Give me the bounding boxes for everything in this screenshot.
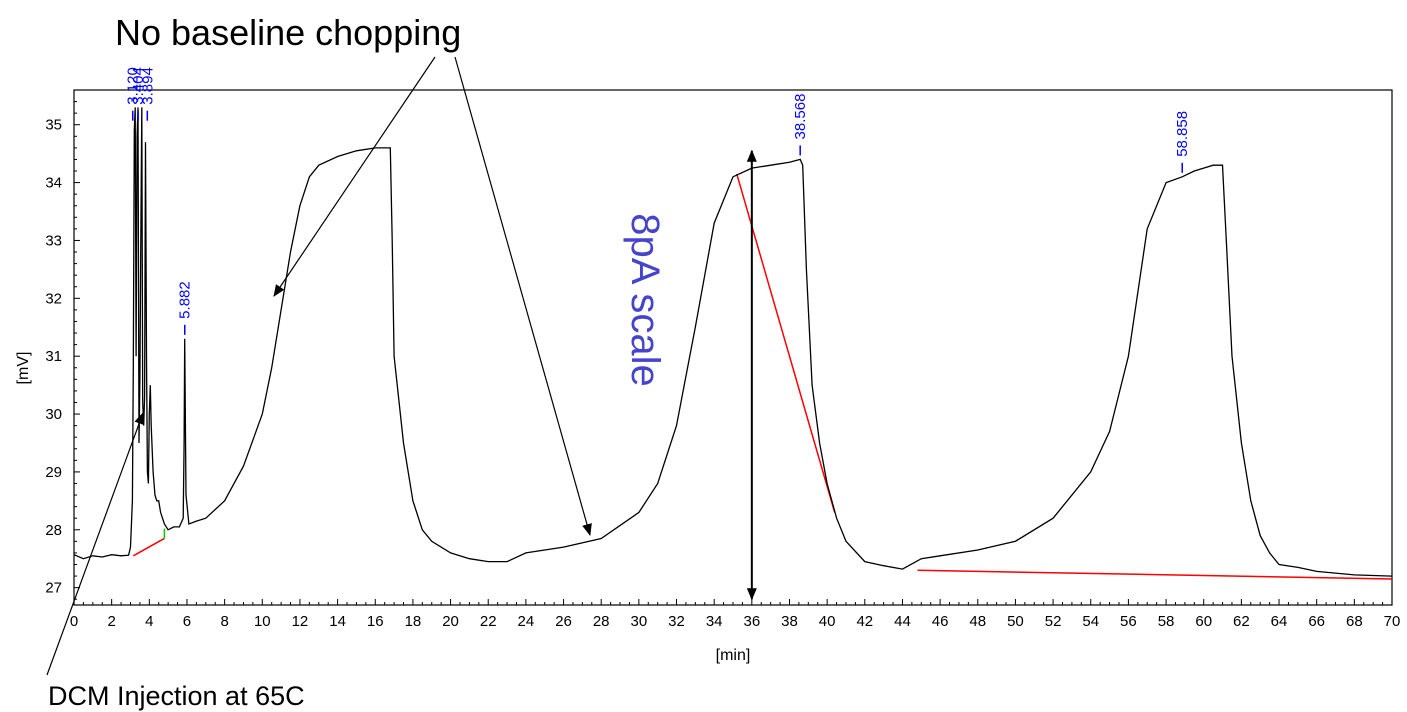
x-tick-label: 46	[932, 613, 949, 630]
baseline-arrow-right	[454, 56, 592, 536]
x-axis-label: [min]	[716, 647, 751, 664]
y-axis: 27 28 29 30 31 32 33 34 35	[45, 101, 80, 600]
y-tick-label: 33	[45, 232, 62, 249]
baseline-lines	[132, 173, 1393, 580]
y-tick-label: 27	[45, 580, 62, 597]
x-tick-label: 28	[593, 613, 610, 630]
x-tick-label: 58	[1158, 613, 1175, 630]
x-tick-label: 62	[1233, 613, 1250, 630]
peak-label: 58.858	[1174, 111, 1191, 157]
peak-label: 3.404	[130, 67, 147, 105]
peak-label: 3.894	[139, 67, 156, 105]
x-tick-label: 0	[70, 613, 78, 630]
x-tick-label: 22	[480, 613, 497, 630]
x-tick-label: 70	[1384, 613, 1401, 630]
x-tick-label: 6	[183, 613, 191, 630]
x-tick-label: 12	[292, 613, 309, 630]
x-axis: 0 2 4 6 8 10 12 14 16 18 20 22 24 26 28 30 32 34 36 38 40 42 4…	[70, 599, 1401, 630]
peak-label: 3.120	[125, 67, 142, 105]
x-tick-label: 38	[781, 613, 798, 630]
chromatogram-trace	[73, 107, 1393, 577]
x-tick-label: 68	[1346, 613, 1363, 630]
x-tick-label: 16	[367, 613, 384, 630]
x-tick-label: 40	[819, 613, 836, 630]
y-tick-label: 34	[45, 175, 62, 192]
x-tick-label: 10	[254, 613, 271, 630]
x-tick-label: 60	[1195, 613, 1212, 630]
peak-label: 5.882	[177, 281, 194, 319]
y-tick-label: 35	[45, 117, 62, 134]
x-tick-label: 54	[1082, 613, 1099, 630]
x-tick-label: 44	[894, 613, 911, 630]
peak-label: 38.568	[792, 94, 809, 140]
plot-frame	[73, 89, 1393, 606]
y-tick-label: 29	[45, 464, 62, 481]
y-tick-label: 28	[45, 522, 62, 539]
x-tick-label: 66	[1308, 613, 1325, 630]
x-tick-label: 50	[1007, 613, 1024, 630]
x-tick-label: 52	[1045, 613, 1062, 630]
x-tick-label: 20	[442, 613, 459, 630]
x-tick-label: 2	[107, 613, 115, 630]
x-tick-label: 34	[706, 613, 723, 630]
baseline-annotation: No baseline chopping	[115, 12, 461, 53]
x-tick-label: 56	[1120, 613, 1137, 630]
baseline-segment	[917, 569, 1393, 580]
y-tick-label: 31	[45, 348, 62, 365]
y-tick-label: 32	[45, 290, 62, 307]
baseline-arrow-left	[273, 56, 436, 297]
x-tick-label: 30	[631, 613, 648, 630]
x-tick-label: 64	[1271, 613, 1288, 630]
x-tick-label: 8	[220, 613, 228, 630]
y-tick-label: 30	[45, 406, 62, 423]
x-tick-label: 18	[405, 613, 422, 630]
x-tick-label: 24	[518, 613, 535, 630]
injection-annotation: DCM Injection at 65C	[48, 681, 305, 711]
x-tick-label: 26	[555, 613, 572, 630]
x-tick-label: 32	[668, 613, 685, 630]
baseline-segment	[132, 537, 165, 557]
scale-annotation: 8pA scale	[623, 213, 667, 386]
x-tick-label: 42	[856, 613, 873, 630]
x-tick-label: 14	[329, 613, 346, 630]
y-axis-label: [mV]	[15, 352, 32, 385]
x-tick-label: 36	[743, 613, 760, 630]
injection-arrow	[46, 412, 144, 676]
x-tick-label: 48	[969, 613, 986, 630]
x-tick-label: 4	[145, 613, 153, 630]
